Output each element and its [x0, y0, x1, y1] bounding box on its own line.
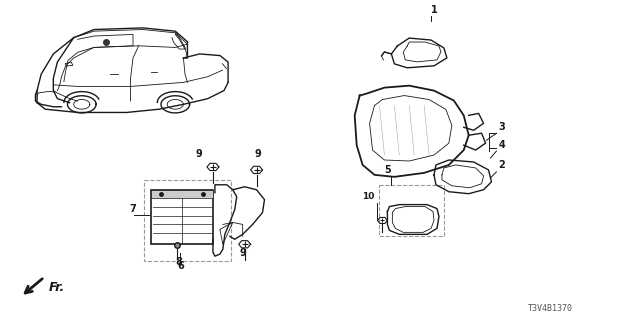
Text: 7: 7	[130, 204, 136, 213]
Text: 10: 10	[362, 192, 374, 201]
Bar	[380, 185, 444, 236]
Text: 6: 6	[177, 261, 184, 271]
Text: Fr.: Fr.	[49, 281, 65, 294]
Text: 9: 9	[255, 149, 261, 159]
Bar	[143, 180, 231, 261]
Text: 1: 1	[431, 5, 438, 15]
Text: 4: 4	[499, 140, 505, 150]
Text: 5: 5	[385, 165, 391, 175]
Text: 9: 9	[195, 149, 202, 159]
Text: 2: 2	[499, 160, 505, 170]
Bar	[152, 190, 213, 198]
Text: T3V4B1370: T3V4B1370	[528, 304, 573, 313]
Text: 8: 8	[175, 257, 182, 267]
Text: 3: 3	[499, 122, 505, 132]
Text: 9: 9	[240, 248, 246, 258]
Bar	[152, 190, 213, 244]
